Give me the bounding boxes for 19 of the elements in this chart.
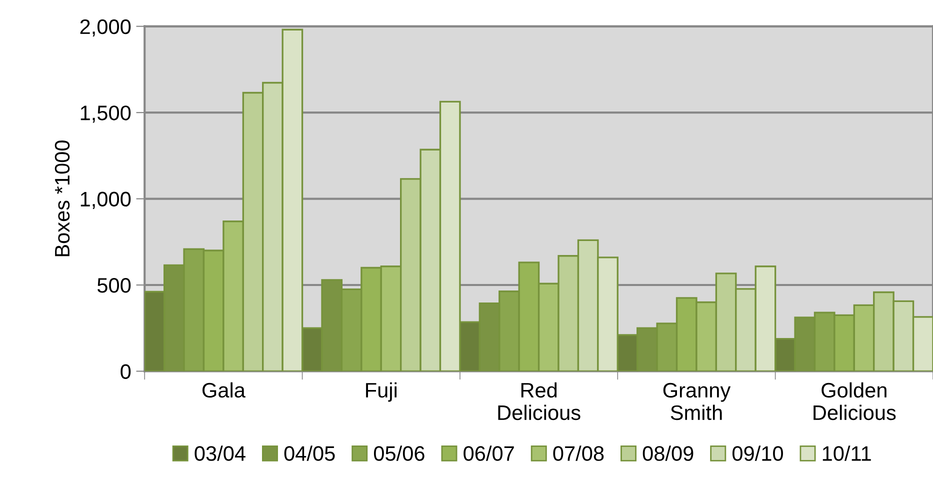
- legend-label: 06/07: [464, 446, 514, 461]
- y-tick-label: 2,000: [80, 19, 131, 37]
- legend-label: 09/10: [732, 446, 783, 461]
- legend-label: 04/05: [284, 446, 335, 461]
- y-tick-label: 0: [120, 364, 131, 379]
- x-tick-label: Red Delicious: [498, 382, 580, 420]
- legend-label: 07/08: [553, 446, 604, 461]
- y-tick-label: 500: [98, 278, 131, 293]
- x-tick-label: Granny Smith: [663, 382, 731, 420]
- y-tick-label: 1,000: [80, 192, 131, 209]
- x-tick-label: Golden Delicious: [814, 382, 896, 420]
- legend-label: 08/09: [642, 446, 694, 461]
- legend-label: 03/04: [194, 446, 246, 461]
- y-tick-label: 1,500: [80, 106, 131, 123]
- x-tick-label: Fuji: [366, 382, 397, 402]
- legend-label: 05/06: [374, 446, 424, 461]
- legend-label: 10/11: [822, 446, 871, 461]
- x-tick-label: Gala: [202, 382, 246, 398]
- y-axis-title: Boxes *1000: [54, 140, 70, 256]
